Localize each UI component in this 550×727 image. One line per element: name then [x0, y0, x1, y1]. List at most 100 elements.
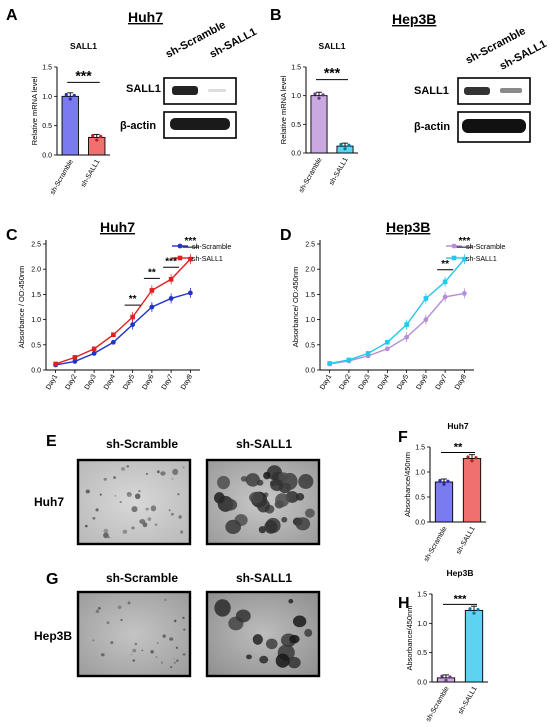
- colG1-colony-7: [173, 661, 176, 664]
- legend-marker-c-1: [177, 255, 183, 261]
- cell-title-c: Huh7: [100, 219, 135, 235]
- colG2-colony-0: [292, 615, 307, 628]
- colE1-colony-25: [84, 524, 88, 528]
- x-tick-label-c-1: Day2: [64, 373, 78, 391]
- point-c-1-3: [111, 332, 116, 338]
- colG1-colony-2: [162, 634, 166, 638]
- colG2-colony-4: [288, 598, 294, 604]
- colE1-colony-32: [131, 506, 138, 513]
- chart-title-f: Huh7: [447, 421, 469, 431]
- data-point-f-0-2: [446, 479, 450, 483]
- point-d-1-2: [365, 351, 371, 356]
- x-tick-label-f-1: sh-SALL1: [455, 525, 476, 555]
- colony-header-g-right: sh-SALL1: [236, 571, 292, 585]
- western-blot-a: sh-Scramble sh-SALL1 SALL1 β-actin: [120, 19, 259, 139]
- colG1-colony-27: [117, 605, 122, 609]
- colE1-colony-13: [103, 528, 109, 534]
- colony-header-e-left: sh-Scramble: [106, 437, 178, 451]
- blot-band-sall1-scramble-a: [172, 86, 198, 95]
- western-blot-b: sh-Scramble sh-SALL1 SALL1 β-actin: [414, 25, 549, 143]
- colE1-colony-24: [170, 512, 174, 516]
- significance-label-d-0: **: [441, 259, 449, 270]
- point-d-1-7: [462, 256, 467, 262]
- point-c-1-2: [91, 346, 97, 352]
- colE1-colony-31: [139, 519, 146, 525]
- x-tick-label-d-2: Day3: [358, 373, 372, 391]
- point-c-0-1: [72, 359, 78, 364]
- point-d-1-0: [327, 361, 332, 366]
- x-tick-label-c-5: Day6: [141, 373, 155, 391]
- colE1-colony-19: [160, 471, 166, 476]
- y-tick-label-a-1: 0.5: [42, 123, 52, 130]
- y-tick-label-c-0: 0.0: [31, 368, 41, 375]
- panel-label-g: G: [46, 571, 58, 588]
- point-d-1-6: [442, 279, 448, 285]
- significance-label-h: ***: [454, 593, 468, 605]
- colonies-g-sall1: [214, 598, 313, 669]
- data-point-a-0-0: [64, 92, 68, 97]
- colE2-colony-20: [264, 520, 278, 534]
- colE1-colony-22: [85, 489, 90, 494]
- colE1-colony-10: [154, 523, 158, 527]
- point-d-1-3: [385, 339, 390, 345]
- point-c-0-5: [149, 304, 155, 310]
- colony-header-g-left: sh-Scramble: [106, 571, 178, 585]
- y-tick-label-b-3: 1.5: [291, 65, 301, 72]
- colE2-colony-0: [298, 474, 314, 489]
- y-tick-label-a-0: 0.0: [42, 153, 52, 160]
- y-axis-title-d: Absorbance/ OD:450nm: [291, 267, 300, 347]
- colG1-colony-6: [160, 661, 164, 664]
- blot-row-label-actin-a: β-actin: [120, 120, 156, 132]
- colG1-colony-25: [173, 657, 175, 660]
- point-c-0-7: [187, 290, 193, 296]
- colG1-colony-3: [175, 646, 178, 649]
- y-tick-label-c-3: 1.5: [31, 292, 41, 299]
- series-line-c-1: [55, 258, 191, 365]
- y-tick-label-d-2: 1.0: [305, 317, 315, 324]
- series-line-d-1: [329, 258, 465, 365]
- colG2-colony-2: [287, 656, 301, 669]
- legend-marker-d-1: [451, 255, 457, 261]
- y-tick-label-a-3: 1.5: [42, 65, 52, 72]
- colG1-colony-0: [156, 642, 159, 644]
- colE1-colony-18: [182, 466, 185, 469]
- point-d-1-4: [404, 322, 409, 327]
- x-tick-label-c-3: Day4: [103, 373, 117, 391]
- y-axis-title-a: Relative mRNA level: [30, 76, 39, 145]
- point-d-1-5: [423, 296, 429, 301]
- point-c-0-6: [168, 296, 174, 301]
- colE1-colony-4: [171, 478, 174, 480]
- legend-label-c-0: sh-Scramble: [192, 244, 231, 251]
- data-point-f-0-0: [438, 478, 442, 483]
- colE1-colony-7: [145, 507, 149, 511]
- y-tick-label-c-2: 1.0: [31, 317, 41, 324]
- colG1-colony-13: [174, 619, 177, 623]
- significance-label-c-2: ***: [165, 256, 177, 267]
- y-tick-label-c-5: 2.5: [31, 242, 41, 249]
- colE2-colony-33: [225, 519, 242, 535]
- panel-label-c: C: [6, 227, 18, 244]
- colE2-colony-5: [245, 473, 260, 487]
- colE2-colony-29: [295, 517, 311, 531]
- y-tick-label-b-1: 0.5: [291, 122, 301, 129]
- colE1-colony-11: [150, 505, 157, 512]
- data-point-a-0-2: [72, 93, 76, 98]
- x-tick-label-b-0: sh-Scramble: [298, 156, 324, 194]
- colE2-colony-27: [278, 472, 289, 482]
- y-tick-label-b-2: 1.0: [291, 93, 301, 100]
- y-tick-label-h-2: 1.0: [417, 621, 427, 628]
- x-tick-label-d-3: Day4: [377, 373, 391, 391]
- point-c-1-6: [168, 276, 174, 282]
- colE1-colony-37: [95, 508, 99, 512]
- colE1-colony-21: [156, 470, 160, 474]
- colE2-colony-31: [223, 498, 238, 511]
- colE2-colony-10: [256, 479, 264, 486]
- blot-band-sall1-knockdown-a: [208, 89, 226, 92]
- blot-band-sall1-scramble-b: [464, 87, 490, 95]
- point-c-0-4: [130, 322, 136, 328]
- y-axis-title-b: Relative mRNA level: [279, 75, 288, 144]
- point-d-0-5: [423, 317, 429, 322]
